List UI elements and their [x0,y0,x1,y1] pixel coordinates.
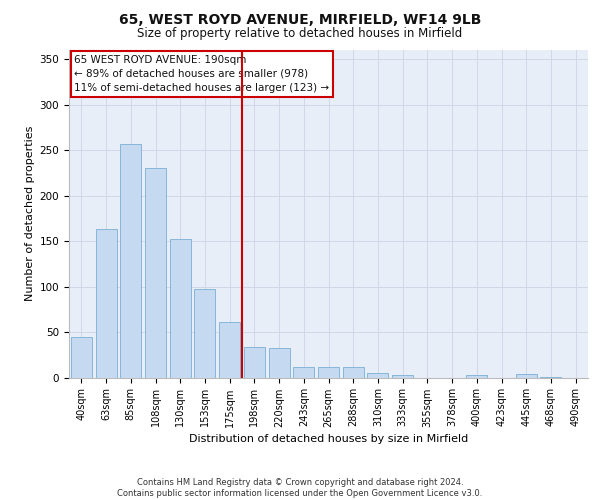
Bar [219,322,240,378]
Bar [170,239,191,378]
Bar [343,368,364,378]
Bar [466,375,487,378]
Bar [293,368,314,378]
X-axis label: Distribution of detached houses by size in Mirfield: Distribution of detached houses by size … [189,434,468,444]
Bar [541,376,562,378]
Text: 65, WEST ROYD AVENUE, MIRFIELD, WF14 9LB: 65, WEST ROYD AVENUE, MIRFIELD, WF14 9LB [119,12,481,26]
Bar [194,290,215,378]
Y-axis label: Number of detached properties: Number of detached properties [25,126,35,302]
Text: Contains HM Land Registry data © Crown copyright and database right 2024.
Contai: Contains HM Land Registry data © Crown c… [118,478,482,498]
Bar [244,348,265,378]
Bar [120,144,141,378]
Text: Size of property relative to detached houses in Mirfield: Size of property relative to detached ho… [137,28,463,40]
Bar [71,338,92,378]
Bar [392,375,413,378]
Bar [269,348,290,378]
Bar [145,168,166,378]
Bar [318,368,339,378]
Bar [367,373,388,378]
Text: 65 WEST ROYD AVENUE: 190sqm
← 89% of detached houses are smaller (978)
11% of se: 65 WEST ROYD AVENUE: 190sqm ← 89% of det… [74,55,329,93]
Bar [516,374,537,378]
Bar [95,229,116,378]
